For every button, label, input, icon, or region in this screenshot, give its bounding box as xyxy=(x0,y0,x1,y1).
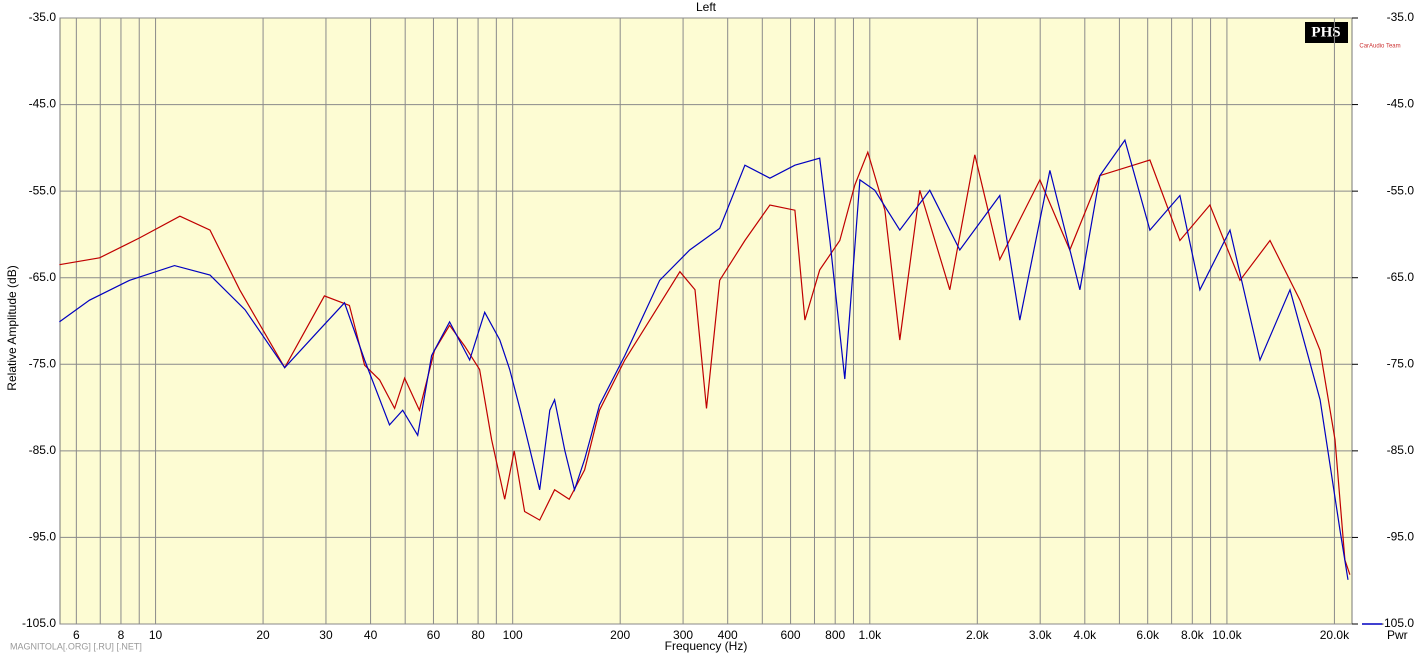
x-tick-label: 1.0k xyxy=(858,628,882,642)
y2-tick-label: -35.0 xyxy=(1387,10,1415,24)
y2-tick-label: -55.0 xyxy=(1387,183,1415,197)
watermark: MAGNITOLA[.ORG] [.RU] [.NET] xyxy=(10,641,142,651)
x-tick-label: 200 xyxy=(610,628,630,642)
x-tick-label: 2.0k xyxy=(966,628,990,642)
x-tick-label: 4.0k xyxy=(1073,628,1097,642)
y-tick-label: -45.0 xyxy=(29,97,57,111)
y-tick-label: -95.0 xyxy=(29,530,57,544)
series-line xyxy=(59,138,1349,580)
x-tick-label: 8.0k xyxy=(1181,628,1205,642)
y2-tick-label: -105.0 xyxy=(1380,616,1414,630)
x-tick-label: 8 xyxy=(118,628,125,642)
y-tick-label: -85.0 xyxy=(29,443,57,457)
logo-box xyxy=(1305,22,1348,43)
x-tick-label: 20 xyxy=(256,628,270,642)
y-tick-label: -35.0 xyxy=(29,10,57,24)
y-axis-label: Relative Amplitude (dB) xyxy=(5,265,19,390)
x-tick-label: 400 xyxy=(718,628,738,642)
x-tick-label: 6.0k xyxy=(1136,628,1160,642)
y2-tick-label: -45.0 xyxy=(1387,97,1415,111)
logo-caption: CarAudio Team xyxy=(1359,44,1400,50)
y-tick-label: -105.0 xyxy=(22,616,56,630)
y-tick-label: -65.0 xyxy=(29,270,57,284)
plot-area xyxy=(59,17,1353,625)
x-tick-label: 10 xyxy=(149,628,163,642)
x-tick-label: 600 xyxy=(781,628,801,642)
y2-tick-label: -65.0 xyxy=(1387,270,1415,284)
x-tick-label: 100 xyxy=(503,628,523,642)
plot-layer: -35.0 -35.0 -45.0 -45.0 -55.0 -55.0 -65.0 -65.0… xyxy=(22,10,1414,642)
logo: PHS xyxy=(1311,24,1340,40)
x-tick-label: 10.0k xyxy=(1212,628,1242,642)
x-tick-label: 30 xyxy=(319,628,333,642)
chart-title: Left xyxy=(696,0,717,14)
x-tick-label: 300 xyxy=(673,628,693,642)
x-tick-label: 60 xyxy=(427,628,441,642)
x-axis-label: Frequency (Hz) xyxy=(665,639,748,653)
y2-tick-label: -75.0 xyxy=(1387,356,1415,370)
y2-tick-label: -85.0 xyxy=(1387,443,1415,457)
y2-tick-label: -95.0 xyxy=(1387,530,1415,544)
y-tick-label: -55.0 xyxy=(29,183,57,197)
x-tick-label: 3.0k xyxy=(1029,628,1053,642)
x-tick-label: 800 xyxy=(825,628,845,642)
x-tick-label: 80 xyxy=(471,628,485,642)
x-tick-label: 40 xyxy=(364,628,378,642)
legend-label: Pwr xyxy=(1387,628,1408,642)
series-line xyxy=(59,150,1351,575)
x-tick-label: 6 xyxy=(73,628,80,642)
y-tick-label: -75.0 xyxy=(29,356,57,370)
x-tick-label: 20.0k xyxy=(1320,628,1350,642)
